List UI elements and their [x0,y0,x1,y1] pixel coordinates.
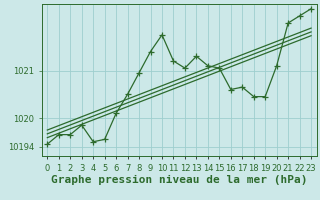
X-axis label: Graphe pression niveau de la mer (hPa): Graphe pression niveau de la mer (hPa) [51,175,308,185]
